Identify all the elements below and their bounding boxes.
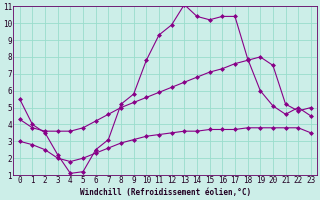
- X-axis label: Windchill (Refroidissement éolien,°C): Windchill (Refroidissement éolien,°C): [80, 188, 251, 197]
